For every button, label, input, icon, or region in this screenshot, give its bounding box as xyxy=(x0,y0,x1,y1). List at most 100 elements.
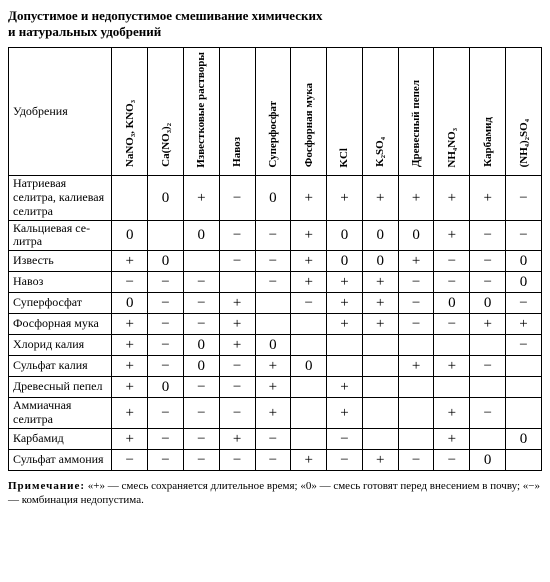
table-row: Фосфор­ная мука+−−+++−−++ xyxy=(9,314,542,335)
cell: + xyxy=(219,293,255,314)
cell: 0 xyxy=(148,176,184,220)
cell: − xyxy=(148,293,184,314)
column-header: NH₄NO₃ xyxy=(434,47,470,176)
cell xyxy=(291,428,327,449)
cell: 0 xyxy=(112,293,148,314)
cell: − xyxy=(183,314,219,335)
cell: 0 xyxy=(255,335,291,356)
corner-label: Удобрения xyxy=(13,104,68,118)
cell: − xyxy=(148,272,184,293)
table-row: Сульфат калия+−0−+0++− xyxy=(9,356,542,377)
cell xyxy=(398,335,434,356)
cell xyxy=(291,398,327,429)
cell xyxy=(398,428,434,449)
cell: − xyxy=(148,356,184,377)
cell: − xyxy=(219,356,255,377)
cell xyxy=(291,335,327,356)
cell: + xyxy=(291,176,327,220)
cell: − xyxy=(183,272,219,293)
table-row: Кальцие­вая се­литра00−−+000+−− xyxy=(9,220,542,251)
cell: + xyxy=(327,272,363,293)
table-row: Аммиачная селитра+−−−+++− xyxy=(9,398,542,429)
cell: 0 xyxy=(506,272,542,293)
column-header: NaNO₃, KNO₃ xyxy=(112,47,148,176)
cell: + xyxy=(398,176,434,220)
cell: + xyxy=(470,314,506,335)
row-label: Фосфор­ная мука xyxy=(9,314,112,335)
row-label: Хлорид ка­лия xyxy=(9,335,112,356)
column-header: Фосфорная мука xyxy=(291,47,327,176)
cell xyxy=(506,449,542,470)
cell: − xyxy=(148,398,184,429)
cell: − xyxy=(183,293,219,314)
cell: + xyxy=(362,272,398,293)
cell: − xyxy=(112,272,148,293)
cell: + xyxy=(362,293,398,314)
row-label: Натриевая селитра, калиевая селитра xyxy=(9,176,112,220)
cell: + xyxy=(327,377,363,398)
cell: + xyxy=(398,356,434,377)
cell: − xyxy=(112,449,148,470)
cell xyxy=(362,428,398,449)
row-label: Сульфат калия xyxy=(9,356,112,377)
cell xyxy=(255,314,291,335)
cell xyxy=(291,377,327,398)
cell xyxy=(362,377,398,398)
column-header: Навоз xyxy=(219,47,255,176)
column-header-label: Известковые растворы xyxy=(195,50,207,170)
cell xyxy=(183,251,219,272)
cell: + xyxy=(183,176,219,220)
corner-header: Удобрения xyxy=(9,47,112,176)
column-header: Древесный пепел xyxy=(398,47,434,176)
cell: + xyxy=(112,356,148,377)
cell: 0 xyxy=(470,449,506,470)
cell: − xyxy=(327,449,363,470)
column-header-label: NaNO₃, KNO₃ xyxy=(124,98,136,169)
column-header-label: Суперфосфат xyxy=(267,99,279,170)
column-header-label: Фосфорная мука xyxy=(303,81,315,169)
cell: − xyxy=(148,335,184,356)
cell xyxy=(148,220,184,251)
cell: − xyxy=(434,272,470,293)
cell: − xyxy=(327,428,363,449)
cell: 0 xyxy=(291,356,327,377)
cell: − xyxy=(470,272,506,293)
row-label: Сульфат аммония xyxy=(9,449,112,470)
cell xyxy=(470,377,506,398)
table-row: Навоз−−−−+++−−−0 xyxy=(9,272,542,293)
cell xyxy=(327,356,363,377)
cell: + xyxy=(327,314,363,335)
cell xyxy=(398,377,434,398)
cell: + xyxy=(362,449,398,470)
cell: − xyxy=(183,398,219,429)
cell: − xyxy=(506,176,542,220)
table-row: Сульфат аммония−−−−−+−+−−0 xyxy=(9,449,542,470)
title-line-2: и натуральных удобрений xyxy=(8,24,161,39)
cell: − xyxy=(506,220,542,251)
cell: 0 xyxy=(112,220,148,251)
cell: − xyxy=(470,356,506,377)
cell: + xyxy=(506,314,542,335)
column-header: (NH₄)₂SO₄ xyxy=(506,47,542,176)
cell: + xyxy=(434,398,470,429)
cell: 0 xyxy=(506,428,542,449)
cell: − xyxy=(470,251,506,272)
cell: − xyxy=(183,377,219,398)
cell: − xyxy=(506,335,542,356)
cell: + xyxy=(255,398,291,429)
cell: + xyxy=(470,176,506,220)
cell: + xyxy=(434,428,470,449)
column-header-label: NH₄NO₃ xyxy=(446,126,458,170)
cell: 0 xyxy=(183,356,219,377)
cell: − xyxy=(219,398,255,429)
cell: − xyxy=(255,272,291,293)
page-title: Допустимое и недопустимое смешивание хим… xyxy=(8,8,542,41)
cell: + xyxy=(112,251,148,272)
cell: − xyxy=(219,220,255,251)
cell: − xyxy=(255,449,291,470)
cell: − xyxy=(434,449,470,470)
column-header-label: KCl xyxy=(338,146,350,170)
cell xyxy=(362,335,398,356)
column-header-label: Ca(NO₃)₂ xyxy=(160,121,172,169)
cell: + xyxy=(434,356,470,377)
